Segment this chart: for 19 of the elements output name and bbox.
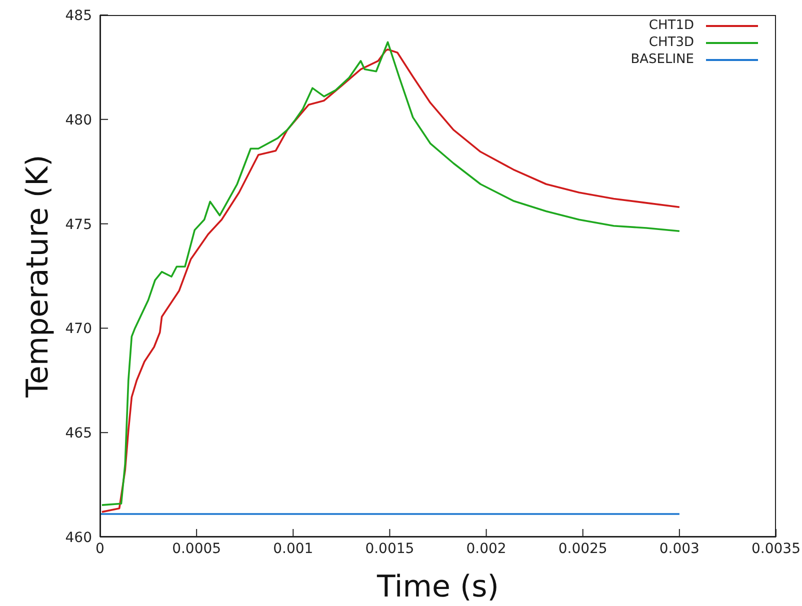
y-tick-label: 485 — [65, 8, 92, 24]
y-tick-label: 470 — [65, 321, 92, 338]
legend-label: CHT1D — [648, 18, 694, 33]
x-tick-label: 0.0005 — [172, 540, 222, 557]
x-tick-label: 0.003 — [659, 540, 700, 557]
x-tick-label: 0.001 — [273, 540, 314, 557]
legend-label: BASELINE — [630, 52, 694, 67]
x-tick-label: 0.002 — [466, 540, 506, 557]
y-tick-label: 475 — [65, 216, 92, 233]
y-tick-label: 480 — [65, 112, 92, 128]
x-tick-label: 0.0035 — [752, 540, 800, 557]
legend-label: CHT3D — [648, 35, 694, 50]
y-axis-title: Temperature (K) — [20, 154, 56, 398]
x-tick-label: 0 — [96, 540, 104, 557]
x-tick-label: 0.0015 — [365, 540, 414, 557]
y-tick-label: 460 — [65, 530, 92, 546]
x-axis-title: Time (s) — [376, 569, 499, 604]
x-tick-label: 0.0025 — [558, 540, 608, 557]
y-tick-label: 465 — [65, 426, 92, 442]
